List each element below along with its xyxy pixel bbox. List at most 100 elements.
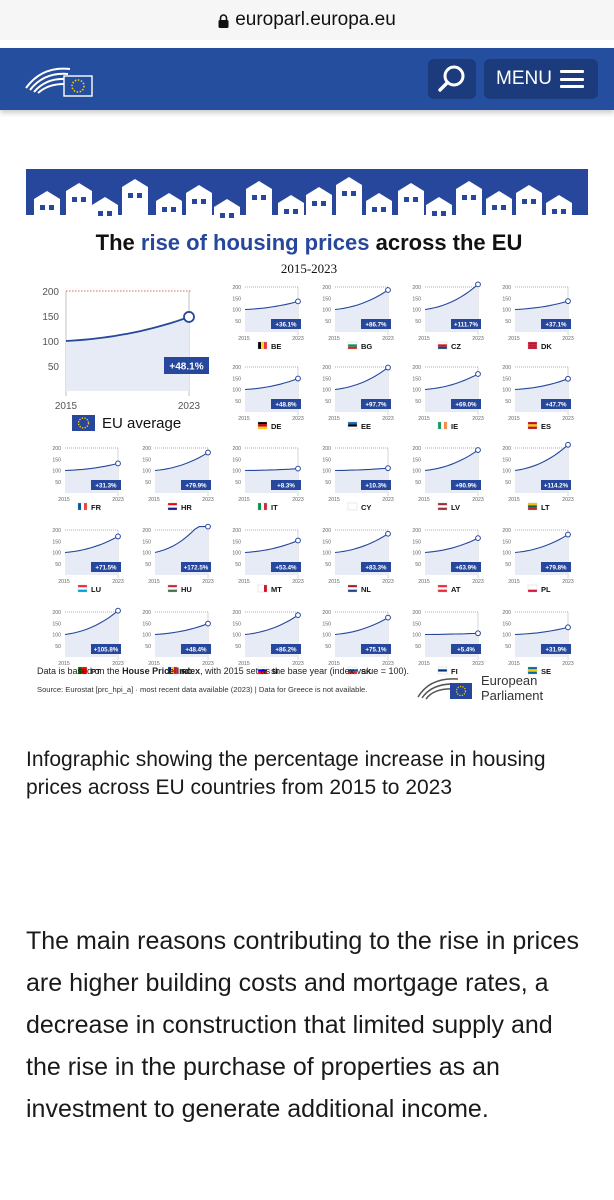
house-window — [471, 195, 476, 200]
flag-icon — [167, 584, 178, 593]
search-button[interactable] — [428, 59, 476, 99]
change-label: +31.3% — [95, 483, 117, 490]
y-tick-label: 150 — [232, 296, 241, 302]
endpoint-marker — [385, 364, 391, 371]
endpoint-marker — [295, 537, 301, 544]
endpoint-marker — [385, 614, 391, 621]
eu-flag-stars-icon — [77, 417, 90, 429]
y-tick-label: 50 — [55, 562, 61, 568]
eu-average-label: EU average — [102, 415, 181, 432]
change-badge — [181, 644, 211, 654]
endpoint-marker — [565, 375, 571, 382]
house-window — [321, 201, 326, 206]
y-tick-label: 100 — [502, 633, 511, 639]
country-code-label: BG — [361, 342, 372, 351]
country-code-label: CY — [361, 503, 371, 512]
country-chart-fi: 200 150 100 50 +5.4% 2015 2023 FI — [412, 610, 484, 676]
change-badge — [451, 399, 481, 409]
endpoint-marker — [475, 447, 481, 453]
housing-prices-infographic: The rise of housing prices across the EU… — [26, 169, 588, 729]
site-header: MENU — [0, 48, 614, 110]
x-tick-label: 2023 — [472, 661, 484, 667]
house-window — [312, 201, 317, 206]
country-chart-si: 200 150 100 50 +86.2% 2015 2023 SI — [232, 610, 304, 676]
y-tick-label: 200 — [502, 446, 511, 452]
change-label: +10.3% — [365, 483, 387, 490]
flag-icon — [257, 421, 268, 430]
x-tick-label: 2015 — [508, 579, 520, 585]
y-tick-label: 200 — [232, 446, 241, 452]
x-tick-label: 2015 — [238, 497, 250, 503]
x-tick-label: 2023 — [292, 416, 304, 422]
x-tick-label: 2015 — [238, 416, 250, 422]
x-tick-label: 2015 — [238, 579, 250, 585]
endpoint-marker — [475, 630, 481, 637]
x-tick-label: 2015 — [238, 661, 250, 667]
country-code-label: FR — [91, 503, 102, 512]
y-tick-label: 200 — [322, 528, 331, 534]
y-tick-label: 150 — [412, 376, 421, 382]
y-tick-label: 100 — [232, 308, 241, 314]
flag-icon — [527, 666, 538, 675]
menu-button[interactable]: MENU — [484, 59, 598, 99]
y-tick-label: 150 — [142, 621, 151, 627]
country-chart-nl: 200 150 100 50 +83.3% 2015 2023 NL — [322, 528, 394, 594]
series-line — [424, 449, 479, 472]
house-window — [492, 205, 497, 210]
search-icon — [438, 65, 465, 92]
change-label: +63.9% — [455, 565, 477, 572]
y-tick-label: 200 — [322, 365, 331, 371]
european-parliament-logo[interactable] — [24, 62, 94, 98]
x-tick-label: 2023 — [202, 579, 214, 585]
x-tick-label: 2015 — [328, 661, 340, 667]
series-line — [64, 462, 119, 472]
y-tick-label: 150 — [52, 457, 61, 463]
change-label: +79.8% — [545, 565, 567, 572]
y-tick-label: 50 — [325, 480, 331, 486]
series-line — [514, 444, 569, 472]
change-badge — [271, 319, 301, 329]
x-tick-label: 2023 — [112, 661, 124, 667]
y-tick-label: 200 — [232, 610, 241, 616]
house-shape — [246, 181, 272, 215]
change-label: +172.5% — [184, 565, 209, 572]
series-line — [244, 614, 299, 636]
house-shape — [516, 185, 542, 215]
change-label: +5.4% — [457, 647, 475, 654]
series-line — [154, 452, 209, 472]
change-badge — [361, 319, 391, 329]
flag-icon — [437, 421, 448, 430]
y-tick-label: 200 — [52, 610, 61, 616]
y-tick-label: 200 — [142, 446, 151, 452]
x-tick-label: 2023 — [382, 579, 394, 585]
source-note: Source: Eurostat [prc_hpi_a] · most rece… — [37, 685, 367, 694]
country-chart-se: 200 150 100 50 +31.9% 2015 2023 SE — [502, 610, 574, 676]
y-tick-label: 150 — [412, 296, 421, 302]
house-shape — [306, 187, 332, 215]
country-code-label: DK — [541, 342, 552, 351]
y-tick-label: 100 — [412, 469, 421, 475]
change-label: +79.9% — [185, 483, 207, 490]
x-tick-label: 2023 — [472, 497, 484, 503]
country-chart-lt: 200 150 100 50 +114.2% 2015 2023 LT — [502, 441, 574, 512]
house-window — [293, 209, 298, 214]
address-bar[interactable]: europarl.europa.eu — [0, 0, 614, 40]
flag-icon — [437, 584, 448, 593]
change-badge — [541, 480, 571, 490]
y-tick-label: 200 — [142, 610, 151, 616]
x-tick-label: 2023 — [382, 661, 394, 667]
country-chart-cy: 200 150 100 50 +10.3% 2015 2023 CY — [322, 446, 394, 512]
x-tick-label: 2015 — [418, 416, 430, 422]
x-tick-label: 2015 — [328, 336, 340, 342]
eu-change-label: +48.1% — [169, 362, 203, 373]
x-tick-label: 2023 — [472, 416, 484, 422]
country-code-label: FI — [451, 667, 458, 676]
country-code-label: MT — [271, 585, 282, 594]
house-window — [531, 199, 536, 204]
y-tick-label: 100 — [52, 633, 61, 639]
y-tick-label: 50 — [235, 399, 241, 405]
change-badge — [451, 319, 481, 329]
y-tick-label: 150 — [502, 296, 511, 302]
y-tick-label: 100 — [232, 388, 241, 394]
endpoint-marker — [205, 523, 211, 530]
